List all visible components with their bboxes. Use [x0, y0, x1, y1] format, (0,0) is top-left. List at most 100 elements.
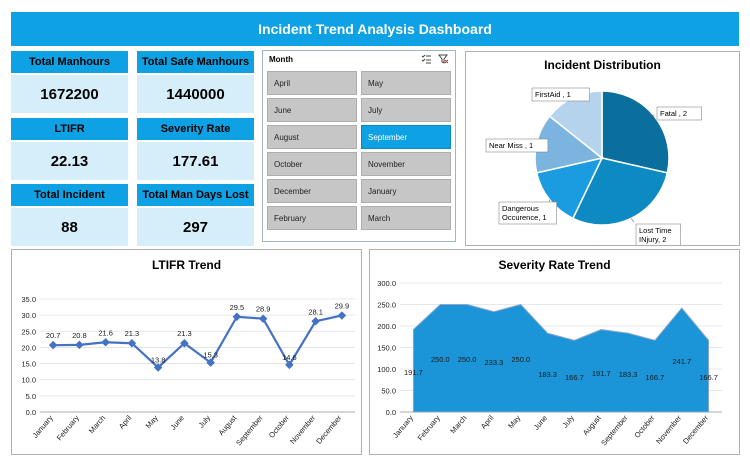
data-label: 28.1 — [308, 307, 323, 316]
x-tick-label: October — [267, 413, 291, 440]
slicer-item-december[interactable]: December — [267, 179, 357, 203]
y-tick-label: 150.0 — [377, 344, 396, 353]
data-label: 183.3 — [619, 370, 638, 379]
data-label: 233.3 — [485, 358, 504, 367]
pie-label-box — [498, 201, 557, 225]
x-tick-label: January — [31, 413, 55, 439]
pie-leader-line — [630, 218, 635, 223]
x-tick-label: July — [560, 413, 576, 429]
incident-distribution-pie: Fatal , 2 Lost Time INjury, 2 Dangerous Occu… — [485, 87, 703, 245]
data-label: 166.7 — [565, 373, 584, 382]
x-tick-label: March — [448, 414, 468, 436]
y-tick-label: 15.0 — [21, 360, 36, 369]
multi-select-icon[interactable] — [421, 54, 432, 64]
slicer-item-july[interactable]: July — [361, 98, 451, 122]
x-tick-label: May — [506, 413, 522, 430]
x-tick-label: July — [197, 413, 213, 429]
incident-distribution-panel: Incident Distribution Fatal , 2 Lost Time… — [465, 51, 740, 246]
month-slicer: Month April May June July August September Oct… — [262, 50, 456, 242]
data-point[interactable] — [48, 340, 58, 350]
kpi-value-severity-rate: 177.61 — [137, 142, 254, 180]
y-tick-label: 100.0 — [377, 365, 396, 374]
pie-slice-label: Near Miss , 1 — [489, 141, 533, 150]
ltifr-line-series[interactable] — [53, 314, 343, 369]
x-tick-label: January — [391, 413, 415, 439]
data-point[interactable] — [337, 311, 347, 320]
data-label: 21.6 — [98, 328, 113, 337]
slicer-header: Month — [269, 55, 293, 64]
dashboard-title: Incident Trend Analysis Dashboard — [11, 12, 739, 46]
data-label: 29.9 — [335, 301, 350, 310]
data-label: 21.3 — [125, 329, 140, 338]
data-label: 183.3 — [538, 370, 557, 379]
kpi-value-total-manhours: 1672200 — [11, 75, 128, 113]
slicer-item-march[interactable]: March — [361, 206, 451, 230]
severity-rate-trend-panel: Severity Rate Trend 0.0 50.0 100.0 150.0 200… — [369, 249, 740, 455]
slicer-item-june[interactable]: June — [267, 98, 357, 122]
slicer-item-august[interactable]: August — [267, 125, 357, 149]
y-tick-label: 50.0 — [381, 387, 396, 396]
data-point[interactable] — [258, 314, 268, 323]
data-label: 20.8 — [72, 331, 87, 340]
data-label: 29.5 — [230, 303, 245, 312]
pie-slice[interactable] — [571, 157, 669, 226]
slicer-item-october[interactable]: October — [267, 152, 357, 176]
data-label: 250.0 — [511, 355, 530, 364]
pie-slice-label: Fatal , 2 — [660, 109, 687, 118]
data-label: 14.6 — [282, 353, 297, 362]
x-tick-label: February — [55, 413, 81, 442]
kpi-value-total-man-days-lost: 297 — [137, 208, 254, 246]
severity-area-series[interactable] — [412, 303, 710, 413]
slicer-item-april[interactable]: April — [267, 71, 357, 95]
kpi-value-total-incident: 88 — [11, 208, 128, 246]
slicer-item-january[interactable]: January — [361, 179, 451, 203]
y-tick-label: 250.0 — [377, 301, 396, 310]
kpi-label-total-man-days-lost: Total Man Days Lost — [137, 184, 254, 206]
x-tick-label: November — [654, 413, 683, 446]
x-tick-label: October — [632, 413, 656, 440]
pie-label-box — [485, 138, 549, 153]
x-tick-label: April — [479, 413, 496, 431]
kpi-label-severity-rate: Severity Rate — [137, 118, 254, 140]
x-tick-label: August — [581, 413, 603, 437]
data-label: 241.7 — [672, 357, 691, 366]
clear-filter-icon[interactable] — [438, 54, 449, 64]
pie-label-box — [531, 87, 590, 102]
data-label: 20.7 — [46, 331, 61, 340]
slicer-item-november[interactable]: November — [361, 152, 451, 176]
y-tick-label: 25.0 — [21, 327, 36, 336]
pie-slice-label: FirstAid , 1 — [535, 90, 571, 99]
data-point[interactable] — [232, 312, 242, 321]
ltifr-trend-title: LTIFR Trend — [151, 258, 222, 272]
data-label: 191.7 — [404, 368, 423, 377]
slicer-item-february[interactable]: February — [267, 206, 357, 230]
pie-label-box — [635, 223, 682, 245]
data-label: 191.7 — [592, 369, 611, 378]
y-tick-label: 200.0 — [377, 322, 396, 331]
data-point[interactable] — [285, 360, 294, 370]
ltifr-trend-chart: 0.0 5.0 10.0 15.0 20.0 25.0 30.0 35.0 January Feb… — [21, 295, 355, 447]
data-label: 250.0 — [458, 355, 477, 364]
slicer-item-september[interactable]: September — [361, 125, 451, 149]
y-tick-label: 300.0 — [377, 279, 396, 288]
data-point[interactable] — [206, 358, 215, 367]
data-point[interactable] — [180, 338, 189, 348]
data-label: 250.0 — [431, 355, 450, 364]
data-point[interactable] — [101, 338, 110, 347]
x-tick-label: June — [169, 414, 186, 432]
data-label: 28.9 — [256, 305, 271, 314]
x-tick-label: April — [117, 413, 134, 431]
x-tick-label: March — [87, 414, 107, 436]
data-point[interactable] — [127, 338, 137, 348]
kpi-label-total-incident: Total Incident — [11, 184, 128, 206]
pie-label-box — [656, 106, 703, 121]
severity-rate-trend-chart: 0.0 50.0 100.0 150.0 200.0 250.0 300.0 January F… — [377, 279, 722, 447]
severity-rate-trend-title: Severity Rate Trend — [498, 258, 611, 272]
y-tick-label: 20.0 — [21, 343, 36, 352]
data-point[interactable] — [311, 317, 320, 326]
slicer-item-may[interactable]: May — [361, 71, 451, 95]
y-tick-label: 0.0 — [386, 408, 396, 417]
data-label: 21.3 — [177, 329, 192, 338]
x-tick-label: September — [599, 413, 630, 447]
pie-leader-line — [648, 112, 655, 117]
